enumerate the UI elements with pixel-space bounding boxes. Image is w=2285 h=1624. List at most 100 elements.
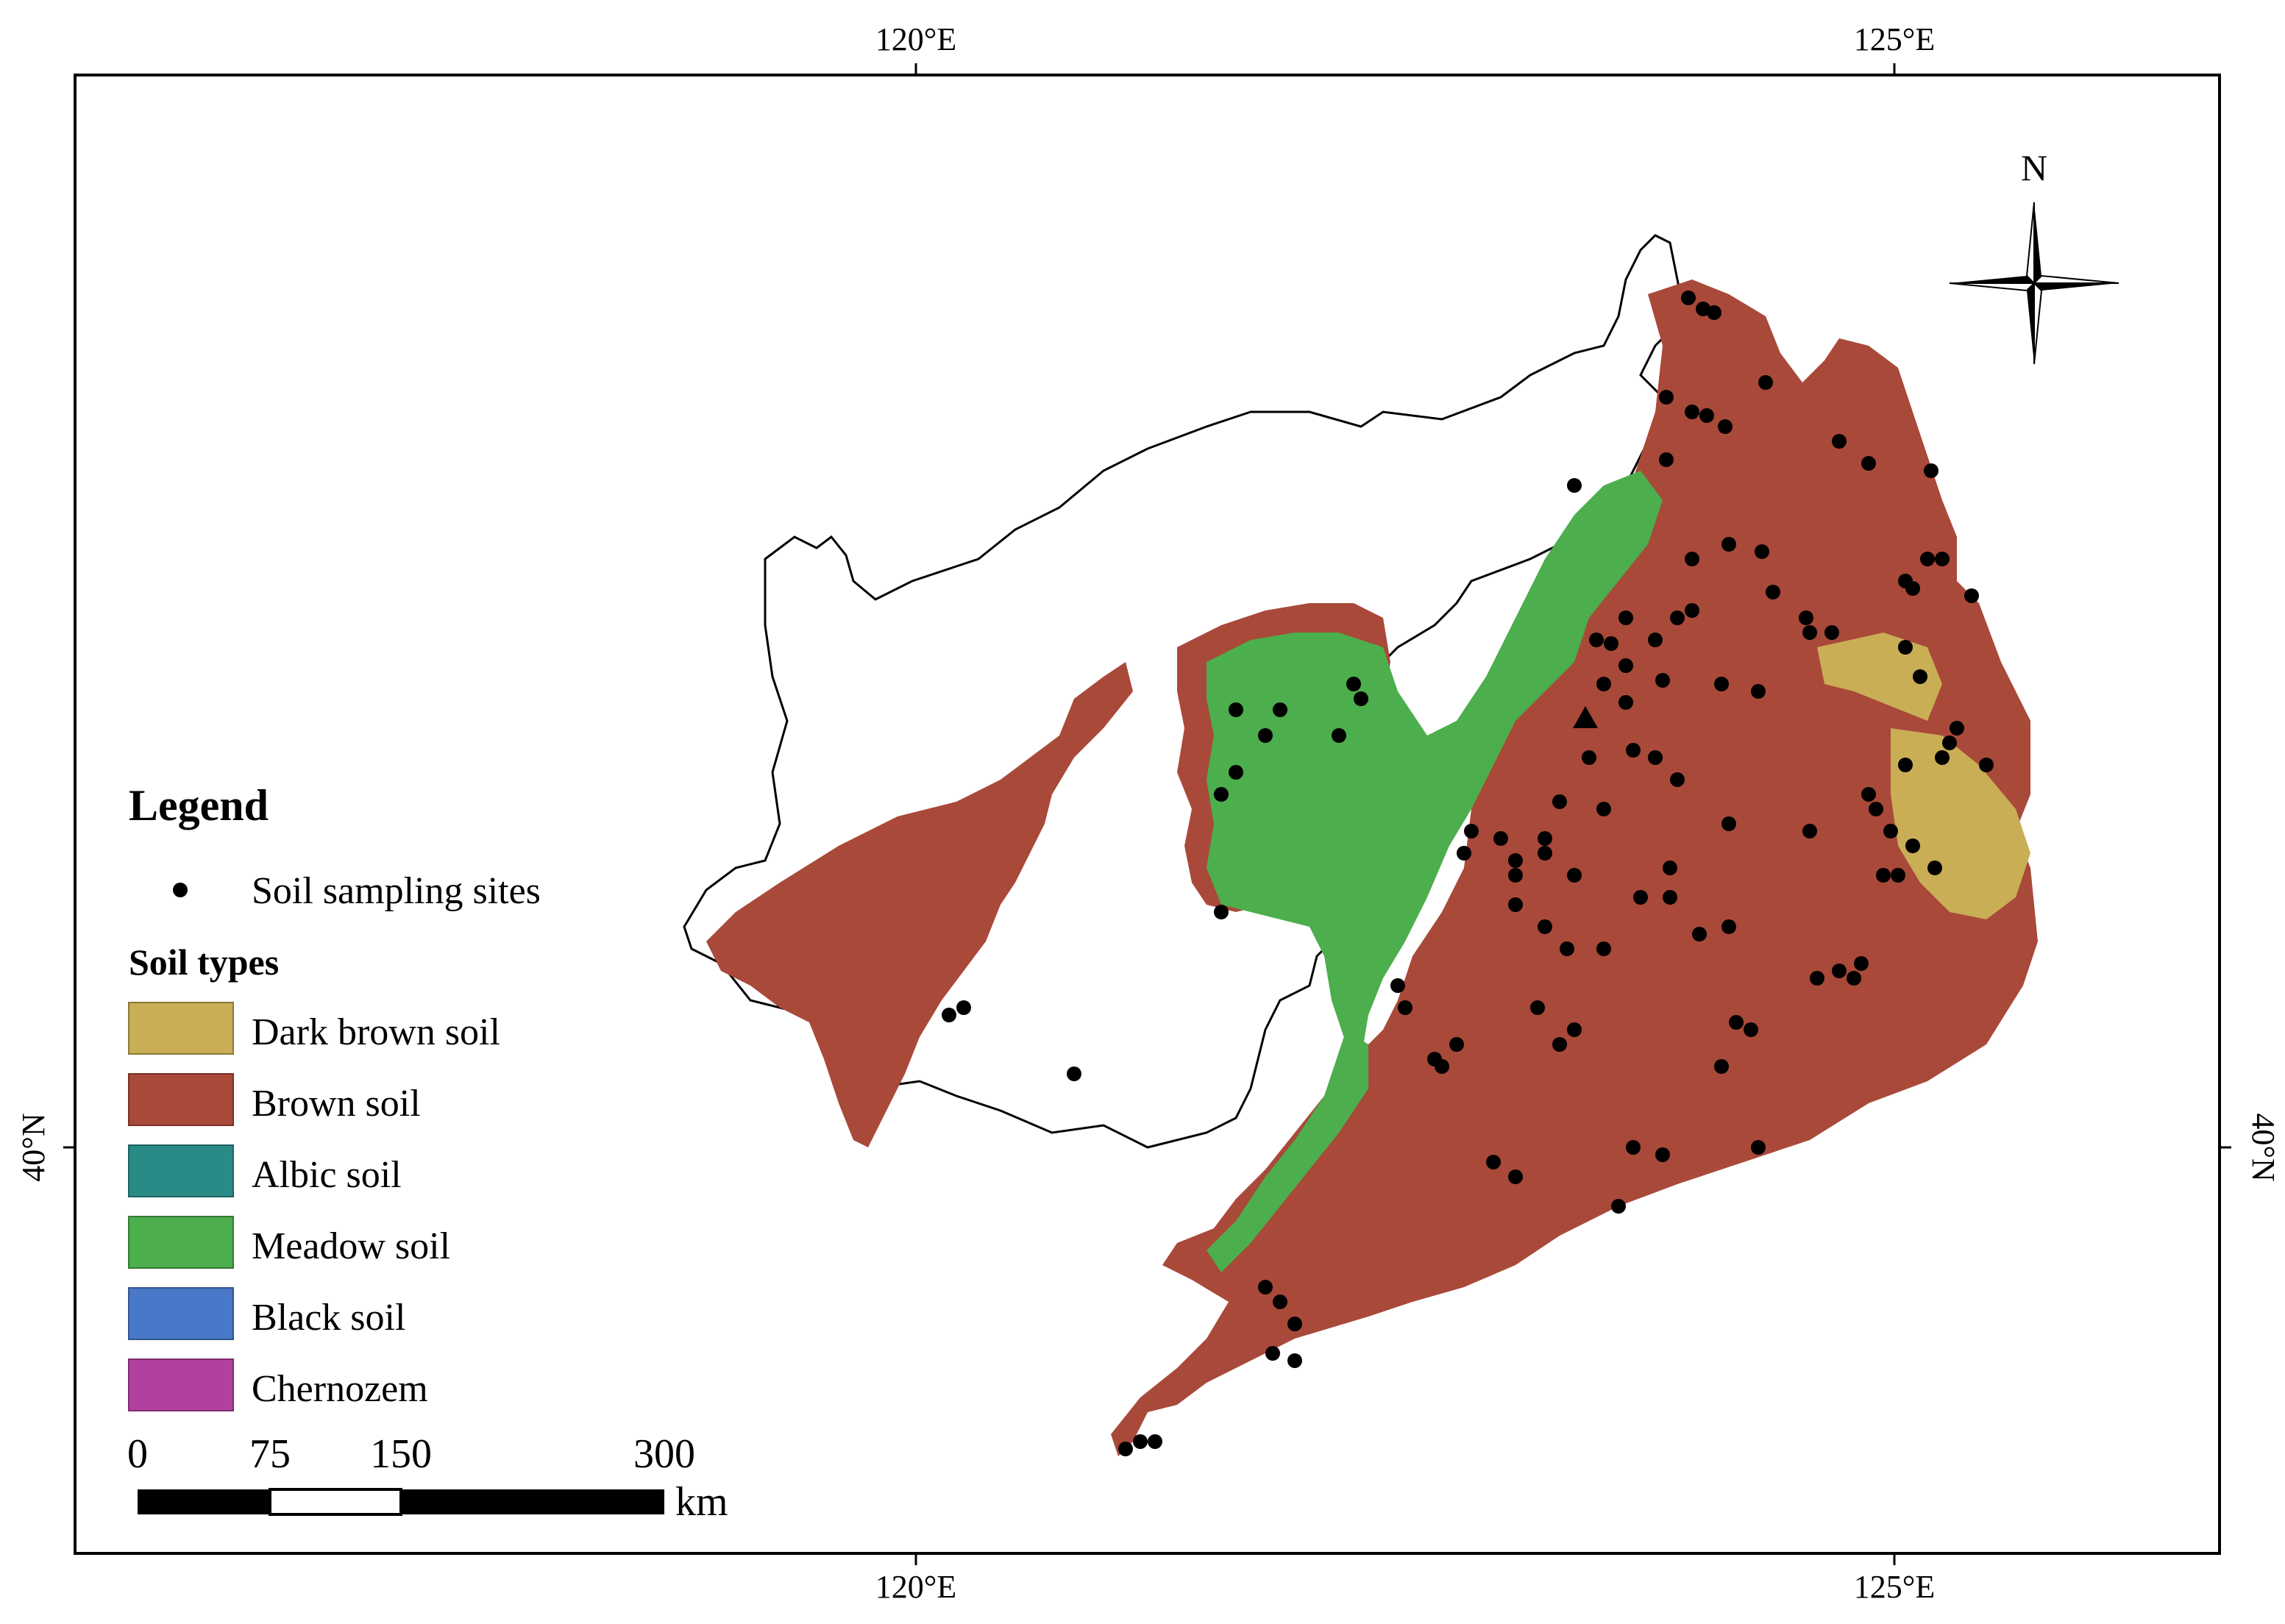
sampling-site-point xyxy=(1861,787,1876,802)
sampling-site-point xyxy=(1214,905,1229,919)
sampling-site-point xyxy=(1979,758,1994,772)
sampling-site-point xyxy=(1670,772,1685,787)
sampling-site-point xyxy=(1685,603,1699,618)
sampling-site-point xyxy=(1751,1140,1766,1155)
sampling-site-point xyxy=(1567,1022,1582,1037)
lon-tick-label-top: 125°E xyxy=(1854,21,1935,57)
legend-label-albic-soil: Albic soil xyxy=(252,1154,402,1196)
sampling-site-point xyxy=(1927,861,1942,875)
north-label: N xyxy=(2021,147,2047,188)
sampling-site-point xyxy=(1721,537,1736,552)
sampling-site-point xyxy=(1847,971,1861,986)
lat-tick-label-left: 40°N xyxy=(15,1113,51,1181)
sampling-site-point xyxy=(1659,452,1674,467)
sampling-site-point xyxy=(1699,408,1714,423)
sampling-site-point xyxy=(1508,897,1523,912)
sampling-site-point xyxy=(1854,956,1869,971)
sampling-site-point xyxy=(1626,1140,1641,1155)
legend-label-meadow-soil: Meadow soil xyxy=(252,1225,450,1267)
legend-swatch-albic-soil xyxy=(128,1144,234,1197)
sampling-site-point xyxy=(1648,633,1663,647)
sampling-site-point xyxy=(1751,684,1766,699)
sampling-site-point xyxy=(1655,673,1670,688)
sampling-site-point xyxy=(1118,1442,1133,1456)
sampling-site-point xyxy=(1538,846,1552,861)
north-arrow-icon xyxy=(1949,202,2119,365)
sampling-site-point xyxy=(1258,728,1273,743)
sampling-site-point xyxy=(1229,765,1243,780)
sampling-site-point xyxy=(1258,1280,1273,1294)
meadow-soil-region xyxy=(1207,471,1663,1059)
sampling-site-point xyxy=(1714,1059,1729,1074)
sampling-site-point xyxy=(1824,625,1839,640)
sampling-site-point xyxy=(1530,1000,1545,1015)
scale-bar-segment xyxy=(269,1488,402,1516)
scale-tick-label: 75 xyxy=(249,1431,291,1477)
sampling-site-point xyxy=(1486,1155,1501,1169)
legend-swatch-chernozem xyxy=(128,1358,234,1411)
graticule-ticks xyxy=(63,63,2231,1565)
lon-tick-label-bottom: 125°E xyxy=(1854,1569,1935,1605)
lon-tick-label-bottom: 120°E xyxy=(875,1569,956,1605)
sampling-site-point xyxy=(1721,919,1736,934)
legend-swatch-meadow-soil xyxy=(128,1216,234,1269)
sampling-site-point xyxy=(1354,691,1368,706)
sampling-site-point xyxy=(1287,1317,1302,1331)
sampling-site-point xyxy=(1398,1000,1412,1015)
legend-label-chernozem: Chernozem xyxy=(252,1368,428,1410)
sampling-site-point xyxy=(1832,434,1847,449)
sampling-site-point xyxy=(1596,941,1611,956)
sampling-site-point xyxy=(1905,838,1920,853)
sampling-site-point xyxy=(1435,1059,1449,1074)
sampling-site-legend-icon xyxy=(173,883,188,897)
sampling-site-point xyxy=(1861,456,1876,471)
sampling-site-point xyxy=(1942,736,1957,750)
sampling-site-point xyxy=(1659,390,1674,405)
sampling-site-point xyxy=(1729,1015,1744,1030)
sampling-site-point xyxy=(1810,971,1824,986)
scale-tick-label: 0 xyxy=(127,1431,148,1477)
legend-swatch-brown-soil xyxy=(128,1073,234,1126)
sampling-site-point xyxy=(1681,291,1696,305)
scale-bar-segment xyxy=(401,1489,664,1514)
sampling-site-point xyxy=(1214,787,1229,802)
legend-label-black-soil: Black soil xyxy=(252,1297,405,1339)
legend-point-label: Soil sampling sites xyxy=(252,870,541,912)
sampling-site-point xyxy=(1766,585,1780,599)
sampling-site-point xyxy=(1626,743,1641,758)
sampling-site-point xyxy=(1552,1037,1567,1052)
sampling-site-point xyxy=(1148,1434,1162,1449)
sampling-site-point xyxy=(1618,610,1633,625)
legend-title: Legend xyxy=(129,781,269,830)
sampling-site-point xyxy=(1920,552,1935,566)
sampling-site-point xyxy=(1802,625,1817,640)
sampling-site-point xyxy=(1721,816,1736,831)
sampling-site-point xyxy=(1663,861,1677,875)
sampling-site-point xyxy=(1332,728,1346,743)
sampling-site-point xyxy=(1449,1037,1464,1052)
sampling-site-point xyxy=(1869,802,1883,816)
sampling-site-point xyxy=(1935,552,1950,566)
sampling-site-point xyxy=(1964,588,1979,603)
scale-bar-segment xyxy=(138,1489,270,1514)
legend-soil-types: Dark brown soil Brown soil Albic soil Me… xyxy=(128,1002,500,1411)
triangle-marker-icon xyxy=(1573,706,1598,728)
dark-brown-soil-region xyxy=(1817,633,1942,721)
sampling-site-point xyxy=(956,1000,971,1015)
sampling-site-point xyxy=(1685,405,1699,419)
sampling-site-point xyxy=(1273,702,1287,717)
sampling-site-point xyxy=(1567,868,1582,883)
sampling-site-point xyxy=(1493,831,1508,846)
sampling-site-point xyxy=(1883,824,1898,838)
sampling-site-point xyxy=(1744,1022,1758,1037)
sampling-site-point xyxy=(1924,463,1938,478)
sampling-site-point xyxy=(1567,478,1582,493)
sampling-site-point xyxy=(1133,1434,1148,1449)
sampling-site-point xyxy=(1718,419,1733,434)
sampling-site-point xyxy=(1891,868,1905,883)
sampling-site-point xyxy=(1611,1199,1626,1214)
sampling-site-point xyxy=(1346,677,1361,691)
sampling-site-point xyxy=(1799,610,1813,625)
sampling-site-point xyxy=(1067,1066,1081,1081)
sampling-site-point xyxy=(1714,677,1729,691)
